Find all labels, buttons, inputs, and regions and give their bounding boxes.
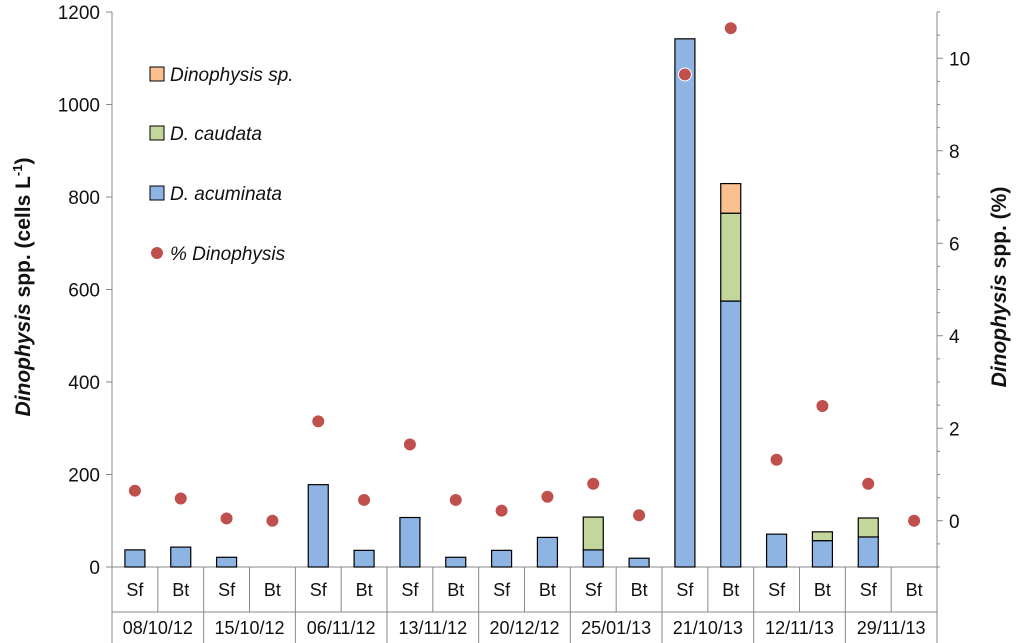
x-date-label: 20/12/12 [489,618,559,638]
x-category-label: Bt [356,580,373,600]
x-date-label: 29/11/13 [857,618,926,638]
bar-d-acuminata [811,540,834,568]
y-tick-label-left: 800 [68,188,100,209]
point-percent-dinophysis [494,503,509,518]
bar-d-acuminata [124,549,146,568]
y-axis-label-right: Dinophysis spp. (%) [988,187,1011,388]
legend-swatch-dinophysis-sp [149,66,165,82]
y-tick-label-left: 400 [68,373,100,394]
labels-layer: 0 200 400 600 800 1000 1200 0 2 4 6 8 10 Sf Bt Sf Bt Sf Bt… [58,3,970,638]
x-category-label: Bt [814,580,831,600]
axes-layer [106,11,943,643]
bar-d-acuminata [628,557,650,568]
bar-d-acuminata [765,533,788,568]
x-date-label: 15/10/12 [214,618,284,638]
point-percent-dinophysis [540,489,555,504]
bar-d-acuminata [170,546,192,568]
bar-d-caudata [720,212,742,302]
x-category-label: Bt [264,580,281,600]
x-category-label: Bt [906,580,923,600]
point-percent-dinophysis [769,452,784,467]
bar-d-caudata [857,517,879,538]
x-category-label: Sf [768,580,786,600]
point-percent-dinophysis [311,414,326,429]
bar-d-acuminata [720,300,742,568]
y-axis-label-left: Dinophysis spp. (cells L-1) [10,158,35,417]
x-category-label: Bt [631,580,648,600]
legend-swatch-d-acuminata [149,185,165,201]
legend-label-dinophysis-sp: Dinophysis sp. [170,65,294,86]
x-category-label: Sf [310,580,328,600]
x-date-label: 06/11/12 [307,618,376,638]
y-tick-label-left: 600 [68,281,100,302]
x-category-label: Sf [860,580,878,600]
x-category-label: Sf [585,580,603,600]
x-category-label: Sf [676,580,694,600]
point-percent-dinophysis [357,492,372,507]
x-date-label: 12/11/13 [765,618,834,638]
bar-d-acuminata [857,536,879,568]
bar-d-acuminata [353,549,375,568]
point-percent-dinophysis [677,67,692,82]
legend-label-d-acuminata: D. acuminata [170,184,282,205]
bar-d-acuminata [215,556,238,568]
y-tick-label-left: 200 [68,466,100,487]
point-percent-dinophysis [173,491,188,506]
bar-dinophysis-sp- [720,182,742,214]
bar-d-acuminata [674,38,696,568]
y-tick-label-right: 4 [949,327,960,348]
bar-d-acuminata [490,549,513,568]
point-percent-dinophysis [815,399,830,414]
legend: Dinophysis sp. D. caudata D. acuminata %… [149,65,294,265]
legend-swatch-d-caudata [149,125,165,141]
y-tick-label-left: 1200 [58,3,100,24]
point-percent-dinophysis [127,483,142,498]
bar-d-acuminata [582,549,604,568]
point-percent-dinophysis [907,513,922,528]
point-percent-dinophysis [402,437,417,452]
x-date-label: 25/01/13 [581,618,651,638]
point-percent-dinophysis [861,476,876,491]
y-tick-label-right: 8 [949,142,960,163]
point-percent-dinophysis [632,508,647,523]
y-tick-label-right: 2 [949,419,960,440]
x-category-label: Sf [493,580,511,600]
x-category-label: Bt [722,580,739,600]
x-date-label: 21/10/13 [673,618,743,638]
x-date-label: 08/10/12 [123,618,193,638]
point-percent-dinophysis [219,511,234,526]
y-tick-label-right: 10 [949,49,970,70]
x-category-label: Sf [401,580,419,600]
y-tick-label-right: 6 [949,234,960,255]
x-category-label: Bt [447,580,464,600]
point-percent-dinophysis [265,513,280,528]
y-tick-label-left: 1000 [58,96,100,117]
point-percent-dinophysis [448,492,463,507]
bar-d-acuminata [307,484,329,568]
bar-d-acuminata [536,536,559,568]
y-tick-label-left: 0 [89,558,100,579]
point-percent-dinophysis [586,476,601,491]
x-category-label: Bt [539,580,556,600]
bar-d-acuminata [399,516,421,568]
y-tick-label-right: 0 [949,512,960,533]
x-category-label: Sf [126,580,144,600]
legend-label-d-caudata: D. caudata [170,124,262,145]
x-category-label: Bt [172,580,189,600]
bar-d-caudata [582,516,604,551]
legend-marker-percent-dinophysis [151,247,163,259]
x-date-label: 13/11/12 [398,618,467,638]
points-layer [127,21,922,528]
bar-d-caudata [811,531,834,542]
point-percent-dinophysis [723,21,738,36]
bar-d-acuminata [445,556,467,568]
legend-label-percent-dinophysis: % Dinophysis [170,244,286,265]
x-category-label: Sf [218,580,236,600]
bars-layer [124,38,879,568]
